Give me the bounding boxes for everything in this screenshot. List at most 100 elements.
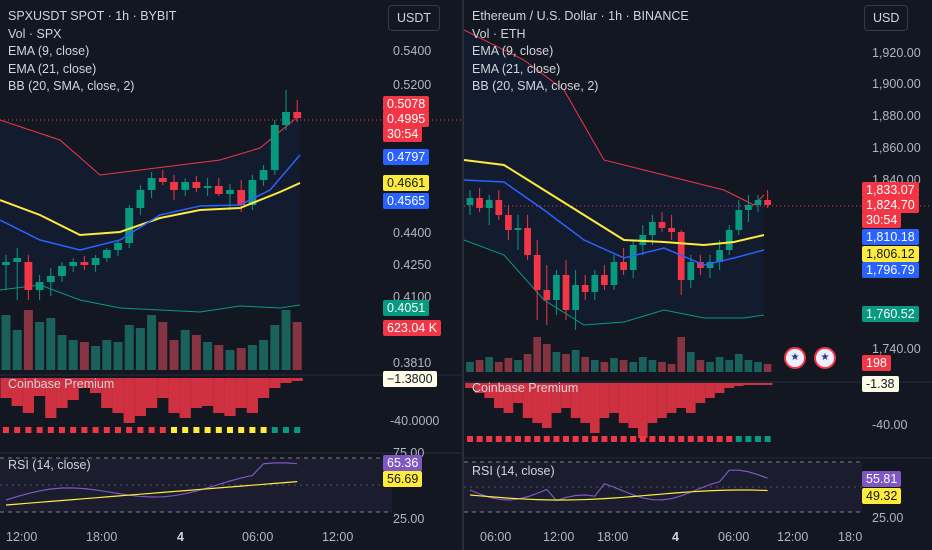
volume-bar — [68, 340, 78, 370]
candle-body — [706, 262, 714, 268]
right-ema21-label[interactable]: EMA (21, close) — [472, 61, 561, 76]
us-flag-event-icon[interactable]: ★ — [814, 347, 836, 369]
coinbase-bar — [762, 383, 773, 385]
coinbase-dot — [59, 427, 65, 433]
coinbase-dot — [486, 436, 493, 442]
volume-bar — [23, 310, 33, 370]
coinbase-dot — [70, 427, 77, 433]
coinbase-bar — [34, 378, 46, 396]
right-bb-label[interactable]: BB (20, SMA, close, 2) — [472, 79, 599, 93]
volume-bar — [552, 352, 561, 372]
candle-body — [505, 215, 512, 230]
coinbase-dot — [735, 436, 742, 442]
coinbase-bar — [112, 378, 124, 413]
panel-divider[interactable] — [462, 0, 464, 550]
left-currency-button[interactable]: USDT — [388, 5, 441, 31]
right-coinbase-tick: -40.00 — [872, 418, 908, 432]
candle-body — [581, 285, 589, 292]
coinbase-bar — [503, 383, 514, 413]
left-chart-panel[interactable]: SPXUSDT SPOT · 1h · BYBIT Vol · SPX EMA … — [0, 0, 462, 550]
left-time-tick: 06:00 — [242, 530, 274, 544]
right-symbol-title[interactable]: Ethereum / U.S. Dollar · 1h · BINANCE — [472, 9, 689, 23]
right-bb-lower-tag: 1,760.52 — [862, 306, 919, 322]
coinbase-bar — [134, 378, 146, 416]
left-coinbase-label[interactable]: Coinbase Premium — [8, 377, 115, 391]
volume-bar — [658, 362, 666, 372]
right-currency-button[interactable]: USD — [864, 5, 909, 31]
coinbase-bar — [628, 383, 638, 428]
left-price-tick: 0.5200 — [393, 78, 432, 92]
candle-body — [610, 262, 618, 285]
candle-body — [13, 258, 22, 262]
volume-bar — [158, 322, 168, 370]
candle-body — [58, 266, 66, 276]
candle-body — [80, 262, 89, 265]
candle-body — [46, 276, 55, 282]
left-coinbase-tag: −1.3800 — [383, 371, 437, 387]
left-bb-label[interactable]: BB (20, SMA, close, 2) — [8, 79, 135, 93]
volume-bar — [225, 350, 235, 370]
candle-body — [716, 250, 723, 262]
coinbase-bar — [484, 383, 494, 398]
candle-body — [2, 262, 10, 265]
right-time-tick: 18:0 — [838, 530, 863, 544]
coinbase-dot — [182, 427, 189, 433]
volume-bar — [629, 362, 638, 372]
coinbase-bar — [269, 378, 281, 388]
right-price-tick: 1,900.00 — [872, 77, 921, 91]
right-chart-canvas[interactable] — [464, 0, 932, 550]
coinbase-dot — [137, 427, 144, 433]
coinbase-dot — [707, 436, 713, 442]
candle-body — [543, 290, 551, 300]
volume-bar — [648, 360, 657, 372]
coinbase-bar — [179, 378, 191, 418]
volume-bar — [169, 340, 179, 370]
candle-body — [226, 190, 234, 194]
left-rsi-label[interactable]: RSI (14, close) — [8, 458, 91, 472]
left-chart-canvas[interactable] — [0, 0, 462, 550]
left-symbol-title[interactable]: SPXUSDT SPOT · 1h · BYBIT — [8, 9, 177, 23]
left-ema21-tag: 0.4565 — [383, 193, 430, 209]
right-ema9-label[interactable]: EMA (9, close) — [472, 44, 554, 58]
volume-bar — [270, 325, 280, 370]
candle-body — [591, 275, 599, 292]
right-countdown-tag: 30:54 — [862, 212, 902, 228]
candle-body — [293, 112, 302, 118]
right-volume-tag: 198 — [862, 355, 891, 371]
right-bb-basis-tag: 1,806.12 — [862, 246, 919, 262]
volume-bar — [638, 357, 647, 372]
right-coinbase-label[interactable]: Coinbase Premium — [472, 381, 579, 395]
candle-body — [764, 200, 771, 205]
coinbase-dot — [92, 427, 99, 433]
right-rsi-tick: 25.00 — [872, 511, 904, 525]
candle-body — [125, 208, 134, 243]
coinbase-bar — [168, 378, 180, 413]
coinbase-dot — [591, 436, 598, 442]
coinbase-dot — [476, 436, 483, 442]
volume-bar — [677, 337, 686, 372]
left-ema21-label[interactable]: EMA (21, close) — [8, 61, 97, 76]
coinbase-bar — [157, 378, 169, 398]
right-time-tick: 12:00 — [777, 530, 809, 544]
coinbase-dot — [630, 436, 637, 442]
right-vol-label[interactable]: Vol · ETH — [472, 26, 526, 41]
right-chart-panel[interactable]: Ethereum / U.S. Dollar · 1h · BINANCE Vo… — [464, 0, 932, 550]
right-rsi-label[interactable]: RSI (14, close) — [472, 464, 555, 478]
candle-body — [735, 210, 743, 230]
volume-bar — [180, 330, 190, 370]
volume-bar — [504, 358, 513, 372]
volume-bar — [91, 346, 101, 370]
volume-bar — [754, 362, 762, 372]
bb-upper-line — [0, 114, 301, 176]
coinbase-dot — [543, 436, 550, 442]
coinbase-dot — [755, 436, 761, 442]
candle-body — [282, 112, 290, 125]
left-ema9-label[interactable]: EMA (9, close) — [8, 44, 90, 58]
coinbase-dot — [524, 436, 531, 442]
us-flag-event-icon[interactable]: ★ — [784, 347, 806, 369]
coinbase-dot — [601, 436, 608, 442]
left-vol-label[interactable]: Vol · SPX — [8, 26, 62, 41]
left-rsi-tick: 25.00 — [393, 512, 425, 526]
bb-lower-line — [0, 284, 301, 313]
coinbase-bar — [695, 383, 706, 403]
